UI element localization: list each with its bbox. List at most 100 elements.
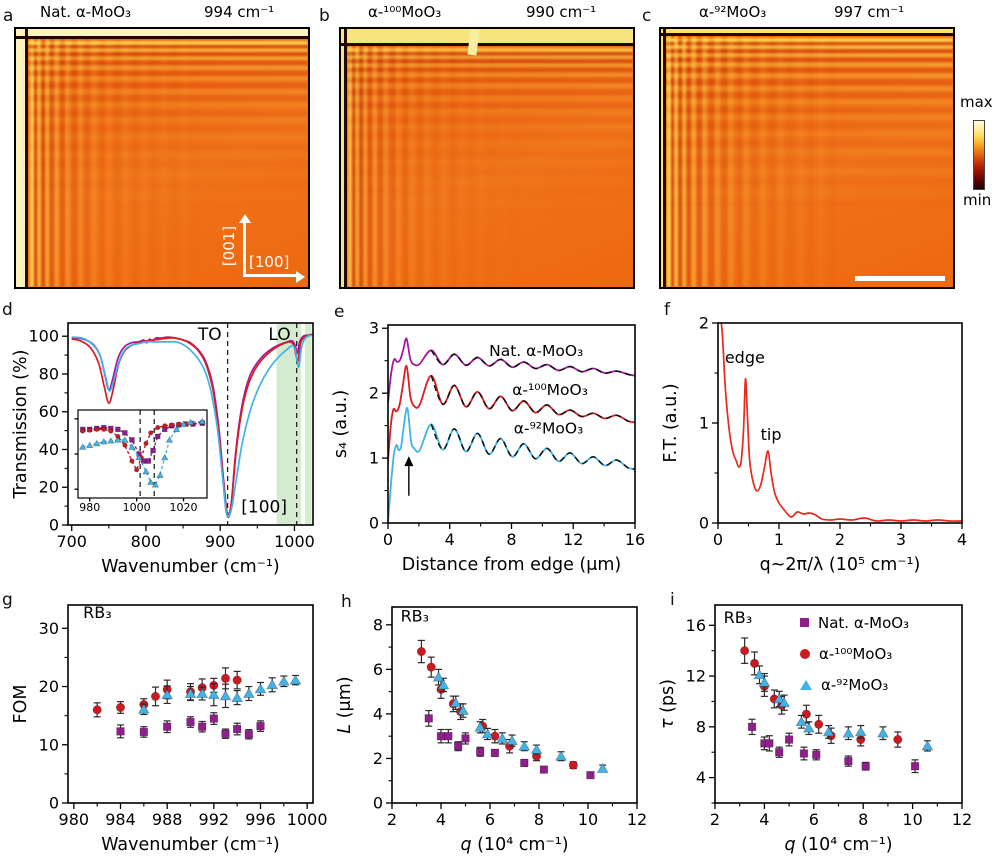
fringe-stripe	[440, 46, 448, 287]
legend-item: α-¹⁰⁰MoO₃	[800, 638, 909, 669]
svg-text:992: 992	[199, 810, 230, 829]
svg-text:980: 980	[59, 810, 90, 829]
svg-text:12: 12	[627, 810, 647, 829]
fringe-stripe	[665, 68, 953, 74]
fringe-stripe	[697, 36, 703, 287]
fringe-stripe	[28, 171, 308, 178]
svg-text:TO: TO	[197, 325, 222, 345]
fringe-stripe	[424, 46, 431, 287]
svg-text:s₄ (a.u.): s₄ (a.u.)	[331, 390, 351, 458]
fringe-stripe	[91, 39, 97, 287]
outside-substrate-region	[661, 29, 663, 287]
fringe-stripe	[28, 44, 308, 50]
svg-text:6: 6	[809, 810, 819, 829]
fringe-stripe	[417, 46, 423, 287]
svg-text:0: 0	[699, 514, 709, 533]
svg-text:α-¹⁰⁰MoO₃: α-¹⁰⁰MoO₃	[512, 381, 588, 399]
fringe-stripe	[673, 36, 678, 287]
svg-text:Distance from edge (μm): Distance from edge (μm)	[402, 555, 622, 575]
panel-b-title: α-¹⁰⁰MoO₃	[368, 3, 442, 21]
panel-letter-b: b	[319, 6, 330, 26]
panel-c-title: α-⁹²MoO₃	[699, 3, 767, 21]
svg-text:980: 980	[79, 501, 100, 514]
svg-text:LO: LO	[268, 325, 290, 345]
scale-bar	[855, 276, 945, 281]
axis-001-arrow	[243, 221, 246, 274]
svg-text:L (μm): L (μm)	[335, 676, 355, 733]
fringe-stripe	[348, 46, 352, 287]
fringe-stripe	[665, 188, 953, 196]
fringe-stripe	[60, 39, 66, 287]
legend-marker-triangle	[800, 679, 812, 690]
colorbar	[973, 120, 985, 190]
nearfield-image-b	[339, 27, 635, 289]
fringe-stripe	[28, 117, 308, 124]
fringe-stripe	[346, 124, 633, 131]
fringe-stripe	[346, 199, 633, 206]
fringe-stripe	[708, 36, 714, 287]
panel-a-title: Nat. α-MoO₃	[40, 3, 132, 21]
fringe-stripe	[160, 39, 167, 287]
crystal-axes-annotation: [001] [100]	[16, 29, 308, 287]
fringe-stripe	[665, 85, 953, 91]
svg-text:4: 4	[759, 810, 769, 829]
legend-marker-square	[800, 618, 809, 627]
fringe-stripe	[346, 54, 633, 59]
fringe-stripe	[433, 46, 439, 287]
fringe-stripe	[665, 148, 953, 156]
svg-text:3: 3	[896, 530, 906, 549]
fringe-stripe	[132, 39, 138, 287]
fringe-stripe	[346, 95, 633, 101]
outside-substrate-region	[16, 29, 25, 287]
axis-001-arrowhead	[238, 214, 251, 223]
fringe-stripe	[665, 159, 953, 165]
svg-text:10: 10	[902, 810, 922, 829]
fringe-stripe	[354, 46, 359, 287]
fringe-stripe	[665, 73, 953, 79]
fringe-stripe	[665, 52, 953, 58]
svg-text:FOM: FOM	[11, 685, 31, 724]
svg-text:Wavenumber (cm⁻¹): Wavenumber (cm⁻¹)	[101, 557, 279, 577]
panel-letter-d: d	[2, 300, 13, 320]
panel-letter-c: c	[642, 6, 652, 26]
svg-text:q (10⁴ cm⁻¹): q (10⁴ cm⁻¹)	[460, 835, 568, 855]
fringe-stripe	[346, 83, 633, 89]
axis-001-label: [001]	[220, 225, 239, 267]
legend-label: α-¹⁰⁰MoO₃	[819, 644, 893, 663]
svg-text:0: 0	[713, 530, 723, 549]
fringe-stripe	[797, 36, 804, 287]
fringe-stripe	[50, 39, 56, 287]
fringe-stripe	[346, 62, 633, 68]
fringe-stripe	[122, 39, 130, 287]
fringe-stripe	[665, 179, 953, 184]
svg-text:0: 0	[373, 794, 383, 813]
fringe-stripe	[378, 46, 384, 287]
panel-a-wavenumber: 994 cm⁻¹	[204, 3, 275, 21]
panel-letter-e: e	[334, 302, 345, 322]
fringe-stripe	[30, 39, 34, 287]
fringe-stripe	[106, 39, 113, 287]
fringe-stripe	[808, 36, 813, 287]
fringe-stripe	[830, 36, 835, 287]
svg-text:12: 12	[686, 667, 706, 686]
fringe-stripe	[667, 36, 671, 287]
fringe-stripe	[403, 46, 409, 287]
fringe-stripe	[665, 44, 953, 49]
svg-text:Transmission (%): Transmission (%)	[11, 350, 31, 500]
panel-letter-f: f	[664, 300, 670, 320]
fringe-stripe	[681, 36, 687, 287]
fringe-stripe	[28, 133, 308, 141]
fringe-stripe	[346, 48, 633, 52]
svg-text:4: 4	[373, 704, 383, 723]
fringe-stripe	[665, 168, 953, 175]
axis-100-arrowhead	[296, 270, 305, 283]
legend-item: Nat. α-MoO₃	[800, 607, 909, 638]
fringe-stripe	[478, 46, 485, 287]
svg-text:8: 8	[373, 615, 383, 634]
fringe-stripe	[670, 36, 676, 287]
svg-text:1020: 1020	[170, 501, 198, 514]
svg-text:2: 2	[835, 530, 845, 549]
fringe-stripe	[665, 130, 953, 138]
fringe-stripe	[28, 41, 308, 45]
